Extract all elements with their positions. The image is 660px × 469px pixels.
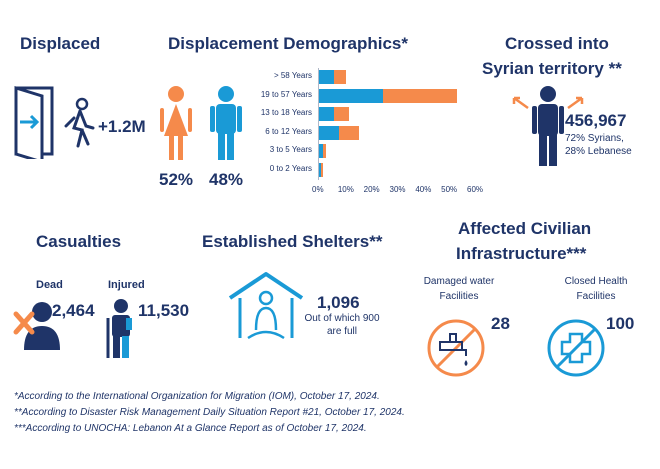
shelters-value: 1,096 xyxy=(317,293,360,312)
displaced-value: +1.2M xyxy=(98,117,146,136)
chart-x-tick-label: 0% xyxy=(312,184,324,194)
injured-label: Injured xyxy=(108,279,145,291)
female-person-icon xyxy=(160,86,192,160)
chart-axis-line xyxy=(318,68,319,180)
displaced-title: Displaced xyxy=(20,34,101,53)
closed-health-icon xyxy=(547,319,605,377)
footnote-2: **According to Disaster Risk Management … xyxy=(14,407,405,418)
infrastructure-title-line1: Affected Civilian xyxy=(458,219,592,238)
chart-category-label: 19 to 57 Years xyxy=(260,89,312,99)
dead-value: 2,464 xyxy=(52,301,95,320)
chart-bar-segment xyxy=(382,88,458,103)
demographics-title: Displacement Demographics* xyxy=(168,34,408,53)
crossed-title-line1: Crossed into xyxy=(505,34,609,53)
chart-x-tick-label: 60% xyxy=(467,184,484,194)
injured-person-icon xyxy=(106,299,132,358)
chart-category-label: 0 to 2 Years xyxy=(269,164,312,173)
crossed-value: 456,967 xyxy=(565,111,627,130)
health-label-line1: Closed Health xyxy=(564,276,628,287)
chart-x-tick-label: 20% xyxy=(363,184,380,194)
damaged-water-icon xyxy=(427,319,485,377)
water-value: 28 xyxy=(491,314,510,333)
chart-bar-segment xyxy=(318,144,324,159)
chart-bar-segment xyxy=(318,125,339,140)
chart-category-label: 6 to 12 Years xyxy=(265,126,312,136)
walking-person-icon xyxy=(64,97,95,148)
health-label-line2: Facilities xyxy=(576,291,616,302)
door-exit-icon xyxy=(14,85,54,159)
male-person-icon xyxy=(210,86,242,160)
shelter-icon xyxy=(228,272,304,340)
male-percent: 48% xyxy=(209,170,244,189)
chart-x-tick-label: 50% xyxy=(441,184,458,194)
injured-value: 11,530 xyxy=(138,301,190,320)
chart-x-tick-label: 10% xyxy=(337,184,354,194)
chart-bar-segment xyxy=(333,70,347,84)
chart-bar-segment xyxy=(318,88,383,103)
dead-person-icon xyxy=(13,302,60,350)
shelters-note-line1: Out of which 900 xyxy=(304,313,380,324)
female-percent: 52% xyxy=(159,170,194,189)
crossed-title-line2: Syrian territory ** xyxy=(482,59,622,78)
chart-category-label: 3 to 5 Years xyxy=(269,145,312,155)
footnote-3: ***According to UNOCHA: Lebanon At a Gla… xyxy=(14,423,367,434)
chart-bar-segment xyxy=(318,107,334,122)
chart-x-tick-label: 30% xyxy=(389,184,406,194)
person-crossing-icon xyxy=(512,86,584,166)
chart-bar-segment xyxy=(318,70,334,84)
crossed-note-line1: 72% Syrians, xyxy=(565,133,624,144)
dead-label: Dead xyxy=(36,279,63,291)
chart-bar-segment xyxy=(318,163,321,177)
shelters-note-line2: are full xyxy=(326,326,357,337)
chart-bar-segment xyxy=(333,107,349,122)
chart-x-tick-label: 40% xyxy=(415,184,432,194)
casualties-title: Casualties xyxy=(36,232,122,251)
crossed-note-line2: 28% Lebanese xyxy=(565,146,632,157)
water-label-line1: Damaged water xyxy=(423,276,495,287)
health-value: 100 xyxy=(606,314,635,333)
infrastructure-title-line2: Infrastructure*** xyxy=(456,244,587,263)
footnote-1: *According to the International Organiza… xyxy=(14,391,380,402)
chart-bar-segment xyxy=(338,125,360,140)
chart-category-label: 13 to 18 Years xyxy=(260,108,312,118)
chart-bar-segment xyxy=(323,144,326,159)
chart-bar-segment xyxy=(320,163,324,177)
chart-category-label: > 58 Years xyxy=(273,71,312,80)
water-label-line2: Facilities xyxy=(439,291,479,302)
shelters-title: Established Shelters** xyxy=(202,232,383,251)
